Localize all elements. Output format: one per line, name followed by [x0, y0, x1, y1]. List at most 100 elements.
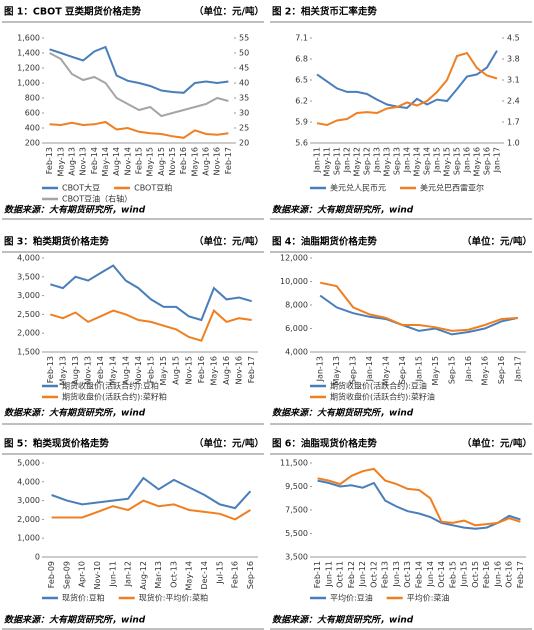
x-tick-label: Jan-13 [373, 147, 382, 173]
legend-label: 平均价:菜油 [407, 593, 450, 603]
y-tick-label: 0 [35, 553, 40, 562]
x-tick-label: Nov-15 [184, 356, 193, 384]
unit-label: （单位：元/吨） [462, 236, 532, 248]
y-tick-label: 3,000 [17, 496, 40, 505]
x-tick-label: Sep-14 [423, 147, 432, 175]
x-tick-label: May-16 [473, 147, 482, 176]
y2-tick-label: 2.4 [507, 97, 520, 106]
x-tick-label: May-14 [101, 147, 110, 176]
x-tick-label: Feb-12 [347, 561, 356, 588]
series-line [319, 281, 518, 332]
y-tick-label: 3,500 [17, 272, 40, 281]
x-tick-label: Nov-16 [235, 356, 244, 384]
unit-label: （单位：元/吨） [194, 6, 264, 18]
x-tick-label: May-14 [382, 356, 391, 385]
x-tick-label: Jan-13 [316, 356, 325, 382]
y2-tick-label: 35 [239, 94, 249, 103]
legend-label: 现货价:平均价:菜粕 [139, 593, 208, 603]
y-tick-label: 1,600 [17, 34, 40, 43]
series-line [317, 479, 521, 530]
x-tick-label: Oct-13 [403, 561, 412, 588]
y-tick-label: 5,000 [17, 459, 40, 468]
x-tick-label: Feb-17 [247, 356, 256, 383]
y-tick-label: 7,500 [285, 506, 308, 515]
x-tick-label: Feb-09 [47, 561, 56, 588]
x-tick-label: Aug-14 [112, 147, 121, 176]
x-tick-label: Feb-15 [448, 561, 457, 588]
y-tick-label: 200 [25, 139, 40, 148]
x-tick-label: Oct-13 [169, 561, 178, 588]
x-tick-label: Feb-11 [313, 561, 322, 588]
x-tick-label: Nov-13 [84, 356, 93, 384]
legend-label: 美元兑巴西雷亚尔 [420, 183, 484, 193]
x-tick-label: Feb-16 [482, 561, 491, 588]
x-tick-label: Nov-10 [93, 561, 102, 589]
legend-label: 现货价:豆粕 [62, 593, 105, 603]
y-tick-label: 400 [25, 124, 40, 133]
series-line [49, 120, 229, 139]
x-tick-label: Feb-17 [516, 561, 525, 588]
x-tick-label: Nov-14 [134, 356, 143, 384]
y-tick-label: 8,000 [285, 301, 308, 310]
y-tick-label: 4,000 [17, 477, 40, 486]
legend-label: 期货收盘价(活跃合约):菜籽粕 [62, 392, 167, 402]
x-tick-label: Sep-16 [483, 147, 492, 175]
x-tick-label: Jan-12 [124, 561, 133, 587]
x-tick-label: Jan-16 [464, 356, 473, 382]
legend-label: 期货收盘价(活跃合约):豆粕 [62, 381, 159, 391]
x-tick-label: May-16 [190, 147, 199, 176]
x-tick-label: Jan-15 [433, 147, 442, 173]
x-tick-label: May-16 [480, 356, 489, 385]
x-tick-label: Mar-13 [154, 561, 163, 589]
legend-label: CBOT大豆 [62, 183, 100, 193]
y2-tick-label: 50 [239, 49, 249, 58]
y-tick-label: 1,400 [17, 49, 40, 58]
y-tick-label: 800 [25, 94, 40, 103]
x-tick-label: May-11 [323, 147, 332, 176]
y2-tick-label: 20 [239, 139, 249, 148]
y2-tick-label: 30 [239, 109, 249, 118]
source-note: 数据来源：大有期货研究所，wind [4, 408, 146, 419]
x-tick-label: Sep-13 [393, 147, 402, 175]
x-tick-label: Sep-16 [497, 356, 506, 384]
x-tick-label: Jan-14 [365, 356, 374, 382]
y-tick-label: 4,000 [17, 254, 40, 263]
x-tick-label: Sep-11 [333, 147, 342, 175]
x-tick-label: Feb-13 [381, 561, 390, 588]
x-tick-label: Jan-11 [313, 147, 322, 173]
x-tick-label: Feb-13 [45, 147, 54, 174]
y-tick-label: 6.8 [295, 55, 308, 64]
x-tick-label: Nov-14 [123, 147, 132, 175]
y-tick-label: 6.5 [295, 76, 308, 85]
x-tick-label: Sep-13 [349, 356, 358, 384]
x-tick-label: Feb-15 [147, 356, 156, 383]
x-tick-label: Jun-11 [108, 561, 117, 588]
series-line [50, 308, 252, 342]
legend-label: CBOT豆油（右轴） [62, 194, 132, 204]
legend-label: 平均价:豆油 [330, 593, 373, 603]
y-tick-label: 1,000 [17, 534, 40, 543]
y2-tick-label: 55 [239, 34, 249, 43]
x-tick-label: Jun-16 [493, 561, 502, 588]
legend-label: 期货收盘价(活跃合约):豆油 [330, 381, 427, 391]
x-tick-label: May-15 [159, 356, 168, 385]
y-tick-label: 4,000 [285, 348, 308, 357]
series-line [51, 499, 251, 521]
x-tick-label: May-15 [443, 147, 452, 176]
x-tick-label: Feb-17 [224, 147, 233, 174]
x-tick-label: Jan-17 [513, 356, 522, 382]
x-tick-label: Feb-13 [46, 356, 55, 383]
y-tick-label: 6.2 [295, 97, 308, 106]
series-line [316, 51, 498, 127]
source-note: 数据来源：大有期货研究所，wind [4, 205, 146, 216]
x-tick-label: Feb-14 [96, 356, 105, 383]
series-line [316, 50, 498, 110]
x-tick-label: Jun-12 [358, 561, 367, 588]
chart-title: 图 1：CBOT 豆类期货价格走势 [4, 6, 141, 18]
x-tick-label: May-13 [56, 147, 65, 176]
x-tick-label: Sep-15 [453, 147, 462, 175]
x-tick-label: Feb-14 [415, 561, 424, 588]
x-tick-label: May-12 [353, 147, 362, 176]
x-tick-label: May-14 [109, 356, 118, 385]
x-tick-label: Feb-16 [179, 147, 188, 174]
